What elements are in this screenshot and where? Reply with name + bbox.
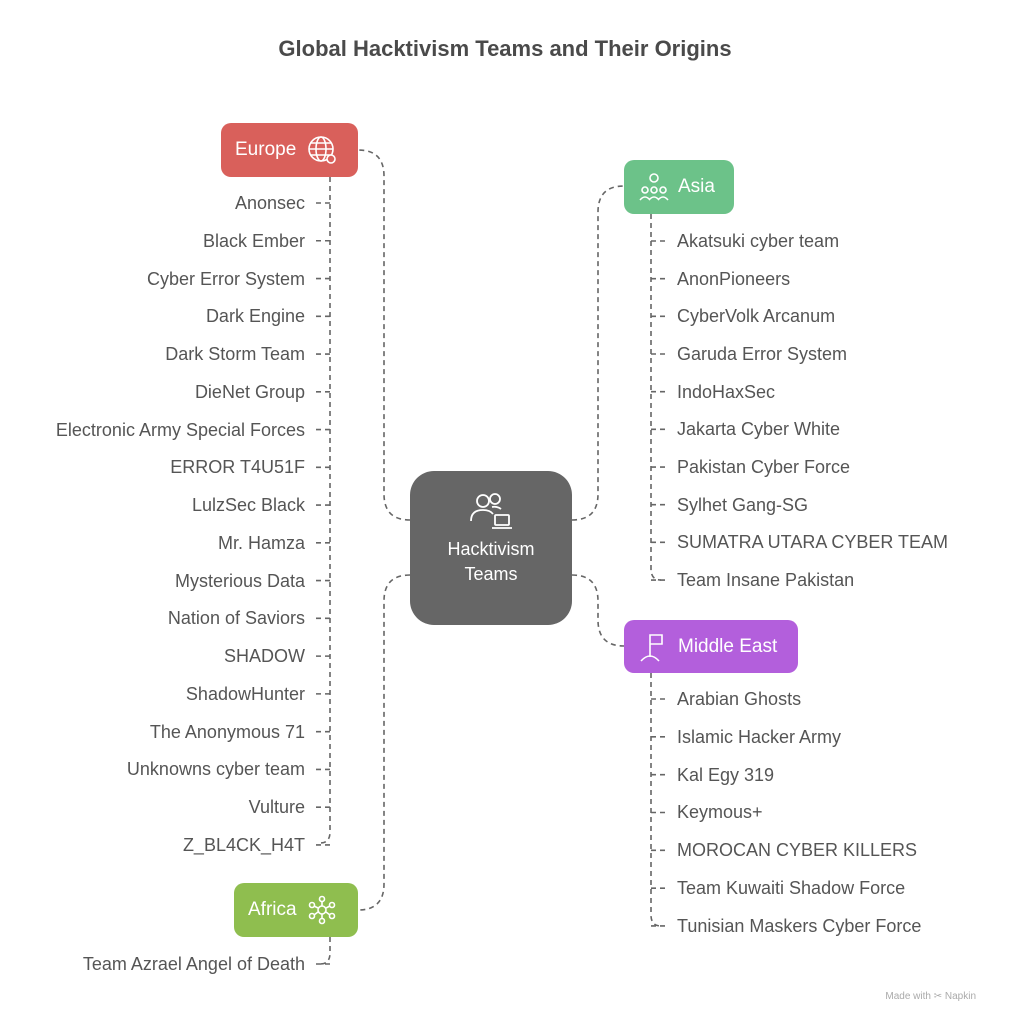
spine-europe <box>319 177 331 844</box>
hub-label-line2: Teams <box>464 564 518 584</box>
team-item-asia: Pakistan Cyber Force <box>677 457 851 478</box>
globe-icon <box>308 136 337 164</box>
flag-icon <box>640 633 663 662</box>
spine-asia <box>650 214 662 581</box>
team-item-europe: LulzSec Black <box>191 495 305 516</box>
team-item-europe: Z_BL4CK_H4T <box>182 834 305 855</box>
network-icon <box>308 895 335 925</box>
people-group-icon <box>639 173 669 201</box>
team-item-europe: Mr. Hamza <box>217 532 305 553</box>
region-africa: Africa <box>234 883 358 937</box>
region-europe: Europe <box>221 123 358 177</box>
connector-asia <box>571 185 625 521</box>
team-item-asia: IndoHaxSec <box>677 381 776 402</box>
team-item-asia: Jakarta Cyber White <box>677 419 841 440</box>
team-item-middle-east: Team Kuwaiti Shadow Force <box>677 878 906 899</box>
napkin-watermark: Made with ✂ Napkin <box>885 991 976 1002</box>
team-item-europe: The Anonymous 71 <box>149 721 305 742</box>
team-item-middle-east: Arabian Ghosts <box>677 689 802 709</box>
team-item-europe: DieNet Group <box>194 381 305 402</box>
connector-africa <box>357 574 411 911</box>
region-middle-east-label: Middle East <box>678 635 778 657</box>
team-item-africa: Team Azrael Angel of Death <box>82 954 305 974</box>
connector-middle-east <box>571 574 625 647</box>
team-item-europe: SHADOW <box>224 646 305 667</box>
team-item-middle-east: Islamic Hacker Army <box>677 726 842 747</box>
region-europe-label: Europe <box>235 139 297 160</box>
team-item-europe: Cyber Error System <box>146 268 305 289</box>
spine-africa <box>319 937 331 965</box>
team-item-asia: Akatsuki cyber team <box>677 231 840 251</box>
region-middle-east: Middle East <box>624 620 798 673</box>
team-item-asia: Team Insane Pakistan <box>677 570 855 591</box>
team-item-europe: Anonsec <box>234 193 305 213</box>
team-item-europe: ShadowHunter <box>185 683 305 704</box>
connector-europe <box>357 149 411 521</box>
team-item-middle-east: MOROCAN CYBER KILLERS <box>677 840 918 861</box>
team-item-asia: AnonPioneers <box>677 268 791 289</box>
team-item-europe: Unknowns cyber team <box>126 759 305 780</box>
team-item-europe: Dark Engine <box>205 306 305 327</box>
region-africa-label: Africa <box>248 899 297 920</box>
team-item-asia: CyberVolk Arcanum <box>677 306 836 327</box>
team-item-asia: Garuda Error System <box>677 344 848 364</box>
team-item-asia: SUMATRA UTARA CYBER TEAM <box>677 532 949 553</box>
team-item-europe: Nation of Saviors <box>167 608 305 629</box>
team-item-europe: Mysterious Data <box>174 570 305 591</box>
item-ticks <box>316 202 665 965</box>
team-item-europe: Vulture <box>248 797 305 818</box>
region-asia: Asia <box>624 160 734 214</box>
team-item-europe: ERROR T4U51F <box>170 457 305 478</box>
team-item-asia: Sylhet Gang-SG <box>677 494 809 515</box>
diagram-title: Global Hacktivism Teams and Their Origin… <box>278 36 732 61</box>
hacktivism-teams-node: Hacktivism Teams <box>410 471 572 625</box>
team-item-middle-east: Keymous+ <box>677 802 763 823</box>
team-item-europe: Electronic Army Special Forces <box>55 419 305 440</box>
users-laptop-icon <box>470 493 512 529</box>
team-item-europe: Black Ember <box>202 230 305 251</box>
team-item-middle-east: Tunisian Maskers Cyber Force <box>677 915 922 936</box>
team-item-europe: Dark Storm Team <box>165 344 305 365</box>
team-item-middle-east: Kal Egy 319 <box>677 764 775 785</box>
hub-label-line1: Hacktivism <box>447 539 535 559</box>
region-asia-label: Asia <box>678 176 715 197</box>
